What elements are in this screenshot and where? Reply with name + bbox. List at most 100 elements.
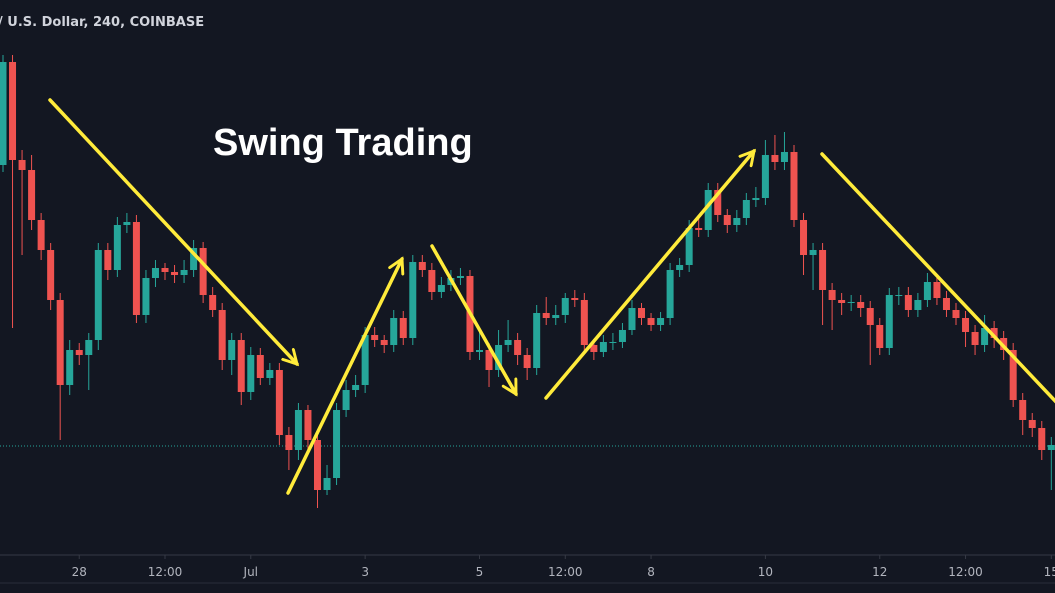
arrow: [430, 244, 518, 394]
candle-body: [361, 335, 369, 385]
candle-body: [313, 440, 321, 490]
arrow: [544, 151, 754, 400]
candle-body: [9, 62, 17, 160]
candle-body: [247, 355, 255, 392]
candle-body: [1019, 400, 1027, 420]
candle-body: [628, 308, 636, 330]
candle-body: [0, 62, 7, 165]
candle-body: [56, 300, 64, 385]
candle-body: [542, 313, 550, 318]
candle-body: [323, 478, 331, 490]
x-tick-label: 15: [1044, 565, 1055, 579]
x-tick-label: Jul: [243, 565, 258, 579]
arrow: [286, 259, 402, 495]
candle-body: [266, 370, 274, 378]
arrow: [820, 152, 1055, 404]
chart-title: / U.S. Dollar, 240, COINBASE: [0, 15, 204, 30]
candle-body: [695, 228, 703, 230]
candle-body: [1038, 428, 1046, 450]
candle-body: [151, 268, 159, 278]
candle-body: [428, 270, 436, 292]
candle-body: [399, 318, 407, 338]
candle-body: [485, 350, 493, 370]
candle-body: [66, 350, 74, 385]
candle-body: [561, 298, 569, 315]
candle-body: [37, 220, 45, 250]
candle-body: [904, 295, 912, 310]
candle-body: [504, 340, 512, 345]
candle-body: [47, 250, 55, 300]
candle-body: [113, 225, 121, 270]
candle-body: [714, 190, 722, 215]
candle-body: [180, 270, 188, 275]
candle-body: [533, 313, 541, 368]
candle-body: [123, 222, 131, 225]
x-tick-label: 12:00: [148, 565, 183, 579]
candle-body: [800, 220, 808, 255]
candle-body: [275, 370, 283, 435]
candle-body: [256, 355, 264, 378]
candle-body: [666, 270, 674, 318]
candle-body: [609, 342, 617, 343]
candle-body: [638, 308, 646, 318]
candle-body: [142, 278, 150, 315]
candle-body: [495, 345, 503, 370]
candle-body: [190, 248, 198, 270]
candle-body: [85, 340, 93, 355]
candle-body: [962, 318, 970, 332]
candle-body: [599, 342, 607, 352]
candle-body: [552, 315, 560, 318]
candle-body: [685, 228, 693, 265]
candle-body: [780, 152, 788, 162]
candle-body: [885, 295, 893, 348]
candle-body: [18, 160, 26, 170]
candle-body: [857, 302, 865, 308]
candle-body: [228, 340, 236, 360]
candle-body: [456, 276, 464, 278]
candle-body: [809, 250, 817, 255]
candle-body: [523, 355, 531, 368]
x-tick-label: 5: [476, 565, 484, 579]
candle-body: [409, 262, 417, 338]
annotation: Swing Trading: [213, 122, 473, 164]
candle-body: [838, 300, 846, 303]
candle-body: [828, 290, 836, 300]
candle-body: [75, 350, 83, 355]
candle-body: [218, 310, 226, 360]
candle-body: [914, 300, 922, 310]
candle-body: [942, 298, 950, 310]
candle-body: [761, 155, 769, 198]
arrow: [48, 98, 297, 364]
candle-body: [752, 198, 760, 200]
candle-body: [657, 318, 665, 325]
candle-body: [237, 340, 245, 392]
x-tick-label: 12: [872, 565, 887, 579]
candle-body: [742, 200, 750, 218]
candle-body: [285, 435, 293, 450]
candle-body: [933, 282, 941, 298]
candle-body: [294, 410, 302, 450]
swing-arrows: [48, 98, 1055, 495]
candle-body: [171, 272, 179, 275]
candle-body: [390, 318, 398, 345]
candle-body: [342, 390, 350, 410]
candle-body: [104, 250, 112, 270]
candle-body: [304, 410, 312, 440]
candle-body: [199, 248, 207, 295]
candle-body: [971, 332, 979, 345]
candle-body: [895, 295, 903, 296]
x-tick-label: 10: [758, 565, 773, 579]
candle-body: [618, 330, 626, 342]
candle-body: [94, 250, 102, 340]
candle-body: [790, 152, 798, 220]
x-tick-label: 8: [647, 565, 655, 579]
candle-body: [981, 328, 989, 345]
candle-body: [1028, 420, 1036, 428]
candle-body: [371, 335, 379, 340]
candle-body: [571, 298, 579, 300]
candle-body: [580, 300, 588, 345]
candle-body: [923, 282, 931, 300]
candle-body: [847, 302, 855, 303]
candle-body: [209, 295, 217, 310]
